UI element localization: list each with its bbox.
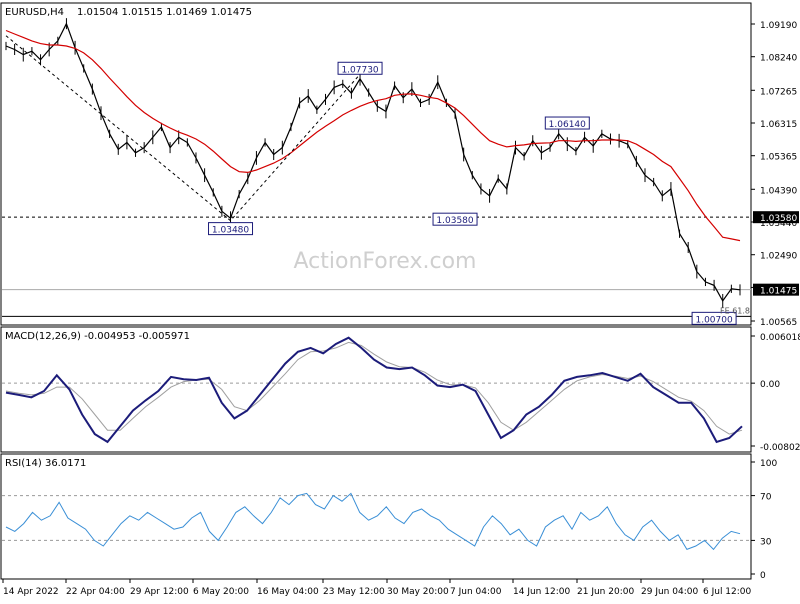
x-tick-label: 7 Jun 04:00 bbox=[450, 587, 502, 597]
rsi-title: RSI(14) 36.0171 bbox=[5, 458, 86, 469]
price-y-tick-label: 1.05365 bbox=[760, 153, 797, 163]
symbol-label: EURUSD,H4 bbox=[5, 7, 64, 18]
price-annotation-label: 1.07730 bbox=[341, 65, 378, 75]
x-tick-label: 29 Jun 04:00 bbox=[641, 587, 698, 597]
rsi-y-tick-label: 100 bbox=[760, 459, 777, 469]
macd-line bbox=[5, 336, 743, 444]
price-y-tick-label: 1.04390 bbox=[760, 186, 797, 196]
x-tick-label: 6 May 20:00 bbox=[193, 587, 249, 597]
price-highlight-box bbox=[753, 211, 799, 224]
rsi-layer bbox=[2, 492, 751, 551]
price-highlight-label: 1.01475 bbox=[760, 287, 797, 297]
x-tick-label: 14 Apr 2022 bbox=[3, 587, 59, 597]
axis-layer: 1.09190 1.08240 1.07265 1.06315 1.05365 1.043… bbox=[2, 21, 800, 597]
ohlc-label: 1.01504 1.01515 1.01469 1.01475 bbox=[77, 7, 252, 18]
price-y-tick-label: 1.02490 bbox=[760, 252, 797, 262]
rsi-panel-frame bbox=[0, 453, 752, 580]
macd-layer bbox=[2, 336, 751, 444]
price-panel-frame bbox=[0, 2, 752, 326]
price-y-tick-label: 1.09190 bbox=[760, 21, 797, 31]
x-tick-label: 22 Apr 04:00 bbox=[66, 587, 125, 597]
price-highlight-label: 1.03580 bbox=[760, 214, 797, 224]
price-annotation-box bbox=[544, 116, 590, 130]
x-tick-label: 23 May 12:00 bbox=[323, 587, 385, 597]
x-tick-label: 29 Apr 12:00 bbox=[130, 587, 189, 597]
price-annotation-box bbox=[208, 222, 254, 236]
watermark: ActionForex.com bbox=[294, 249, 477, 274]
macd-y-tick-label: 0.00 bbox=[760, 380, 780, 390]
macd-y-tick-label: -0.00802 bbox=[760, 443, 800, 453]
rsi-y-tick-label: 0 bbox=[760, 571, 766, 581]
price-annotation-box bbox=[337, 61, 383, 75]
price-annotation-box bbox=[691, 311, 737, 325]
rsi-line bbox=[5, 492, 741, 551]
macd-panel-frame bbox=[0, 326, 752, 453]
price-annotation-box bbox=[432, 212, 478, 226]
rsi-y-tick-label: 70 bbox=[760, 493, 772, 503]
x-tick-label: 16 May 04:00 bbox=[257, 587, 319, 597]
x-tick-label: 21 Jun 20:00 bbox=[577, 587, 634, 597]
x-tick-label: 6 Jul 12:00 bbox=[703, 587, 752, 597]
macd-title: MACD(12,26,9) -0.004953 -0.005971 bbox=[5, 331, 190, 342]
macd-signal-line bbox=[5, 341, 743, 435]
rsi-y-tick-label: 30 bbox=[760, 537, 772, 547]
price-y-tick-label: 1.08240 bbox=[760, 54, 797, 64]
price-y-tick-label: 1.00565 bbox=[760, 318, 797, 328]
price-y-tick-label: 1.07265 bbox=[760, 87, 797, 97]
price-highlight-box bbox=[753, 283, 799, 296]
macd-y-tick-label: 0.006018 bbox=[760, 333, 800, 343]
price-annotation-label: 1.03480 bbox=[212, 226, 249, 236]
price-annotation-label: 1.03580 bbox=[436, 216, 473, 226]
x-tick-label: 30 May 20:00 bbox=[387, 587, 449, 597]
fib-label: FE 61.8 bbox=[720, 306, 750, 315]
trend-line bbox=[5, 35, 361, 222]
price-annotation-label: 1.00700 bbox=[695, 315, 732, 325]
x-tick-label: 14 Jun 12:00 bbox=[513, 587, 570, 597]
price-y-tick-label: 1.06315 bbox=[760, 120, 797, 130]
moving-average-line bbox=[5, 29, 741, 242]
price-y-tick-label: 1.03440 bbox=[760, 219, 797, 229]
price-annotation-label: 1.06140 bbox=[549, 120, 586, 130]
